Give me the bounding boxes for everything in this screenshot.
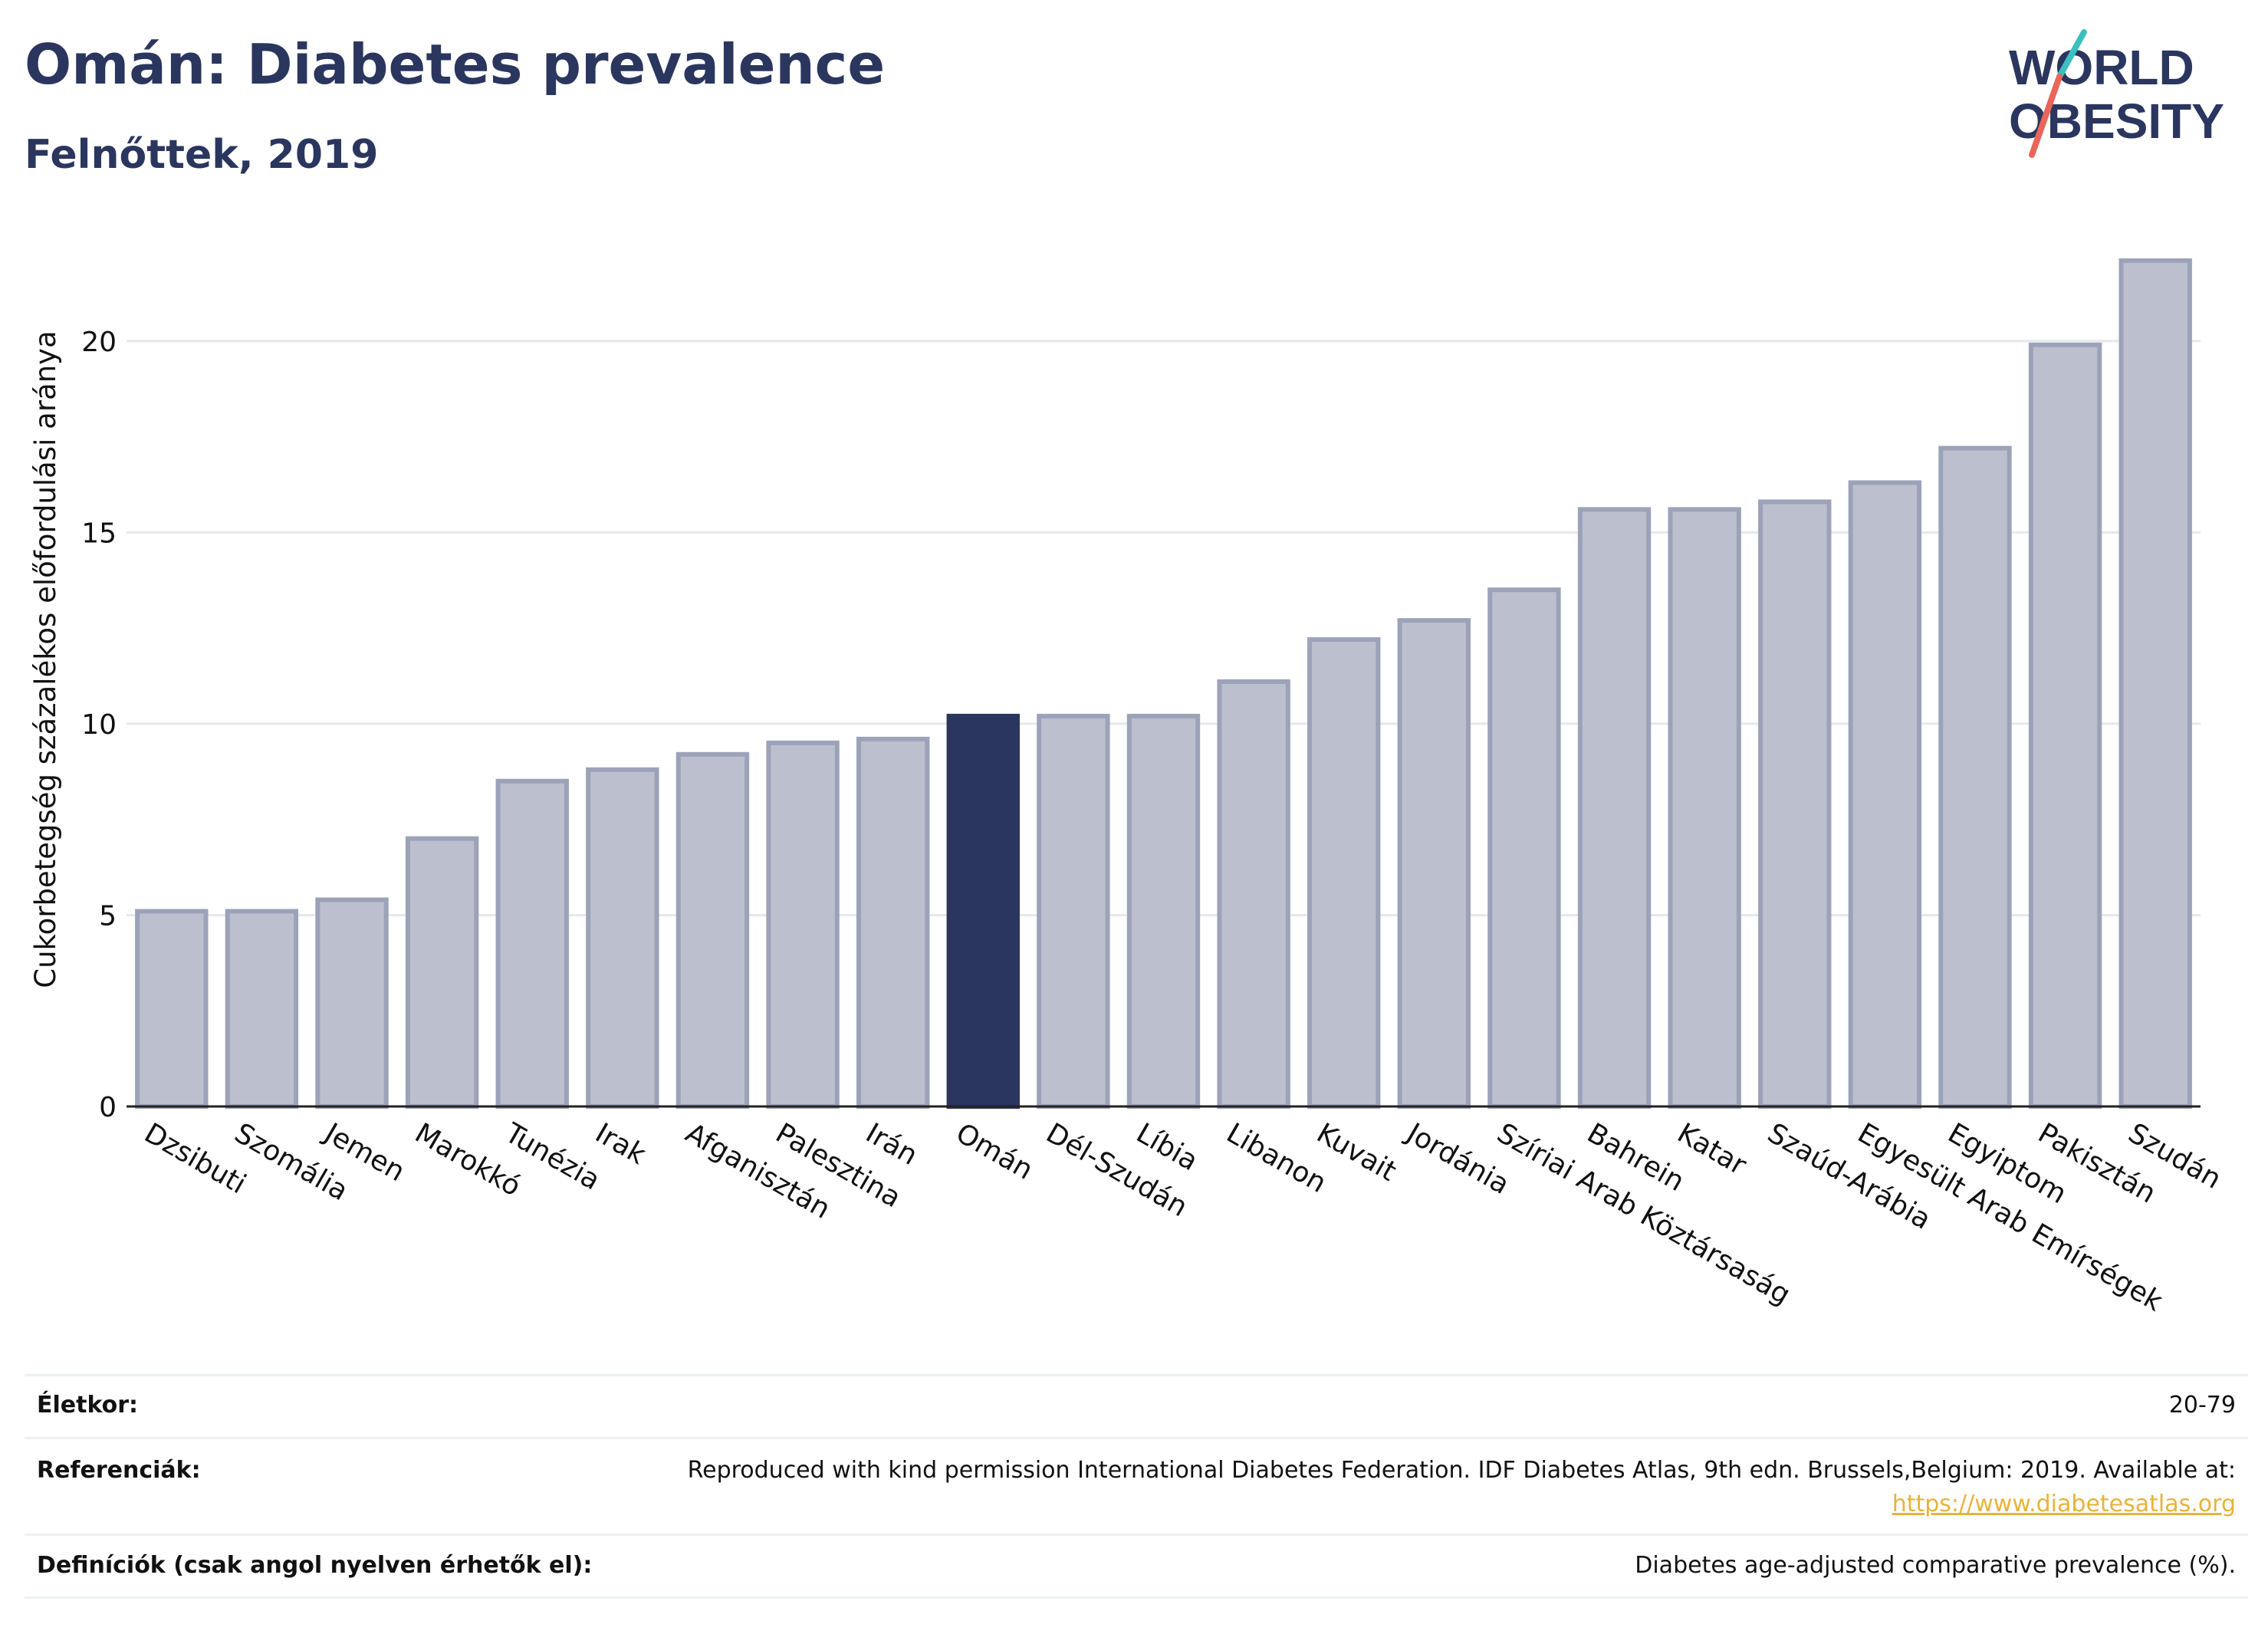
meta-divider — [25, 1437, 2248, 1439]
definitions-label: Definíciók (csak angol nyelven érhetők e… — [37, 1552, 593, 1579]
meta-divider — [25, 1596, 2248, 1599]
x-tick-label: Jordánia — [1400, 1116, 1514, 1201]
bar-szíriai-arab-köztársaság — [1487, 587, 1561, 1109]
bar-szomália — [225, 909, 299, 1110]
x-tick-label: Omán — [951, 1117, 1038, 1186]
bar-pakisztán — [2028, 342, 2102, 1110]
bar-afganisztán — [675, 751, 750, 1109]
logo-line-1: WORLD — [2009, 40, 2194, 95]
references-text: Reproduced with kind permission Internat… — [687, 1457, 2236, 1484]
bar-szaúd-arábia — [1758, 499, 1832, 1109]
bar-tunézia — [495, 778, 569, 1109]
logo-slash-red — [2029, 74, 2063, 158]
logo-slash-teal — [2056, 29, 2087, 80]
bar-katar — [1668, 507, 1741, 1109]
world-obesity-logo: WORLD OBESITY — [2009, 29, 2224, 158]
bar-kuvait — [1307, 637, 1381, 1109]
bar-bahrein — [1577, 507, 1652, 1109]
bar-marokkó — [405, 836, 479, 1109]
page-subtitle: Felnőttek, 2019 — [25, 132, 379, 178]
bar-dél-szudán — [1037, 713, 1110, 1109]
bars — [135, 258, 2192, 1110]
bar-egyesült-arab-emírségek — [1848, 480, 1922, 1109]
bar-jordánia — [1397, 618, 1471, 1109]
bar-omán — [946, 713, 1020, 1109]
bar-líbia — [1126, 713, 1201, 1109]
age-value: 20-79 — [2168, 1392, 2236, 1419]
meta-divider — [25, 1534, 2248, 1536]
meta-divider — [25, 1374, 2248, 1376]
x-tick-label: Dzsibuti — [139, 1117, 251, 1200]
x-tick-label: Irán — [860, 1117, 922, 1172]
bar-dzsibuti — [135, 909, 209, 1110]
y-tick-label: 0 — [99, 1092, 117, 1123]
references-link[interactable]: https://www.diabetesatlas.org — [1892, 1491, 2236, 1517]
bar-szudán — [2118, 258, 2192, 1109]
bar-palesztina — [766, 740, 840, 1109]
x-tick-label: Irak — [590, 1117, 651, 1171]
bar-egyiptom — [1938, 445, 2012, 1109]
y-tick-label: 5 — [99, 900, 117, 932]
x-tick-label: Libanon — [1221, 1117, 1332, 1199]
age-label: Életkor: — [37, 1392, 139, 1419]
bar-libanon — [1217, 679, 1290, 1109]
y-axis-label: Cukorbetegség százalékos előfordulási ar… — [29, 330, 62, 988]
bar-irak — [586, 767, 659, 1109]
references-label: Referenciák: — [37, 1457, 201, 1484]
bar-irán — [856, 736, 930, 1109]
y-tick-label: 15 — [81, 518, 117, 549]
bar-jemen — [315, 897, 389, 1109]
y-tick-label: 20 — [81, 327, 117, 358]
definitions-value: Diabetes age-adjusted comparative preval… — [1635, 1552, 2236, 1579]
y-tick-label: 10 — [81, 709, 117, 741]
page-title: Omán: Diabetes prevalence — [25, 32, 886, 97]
